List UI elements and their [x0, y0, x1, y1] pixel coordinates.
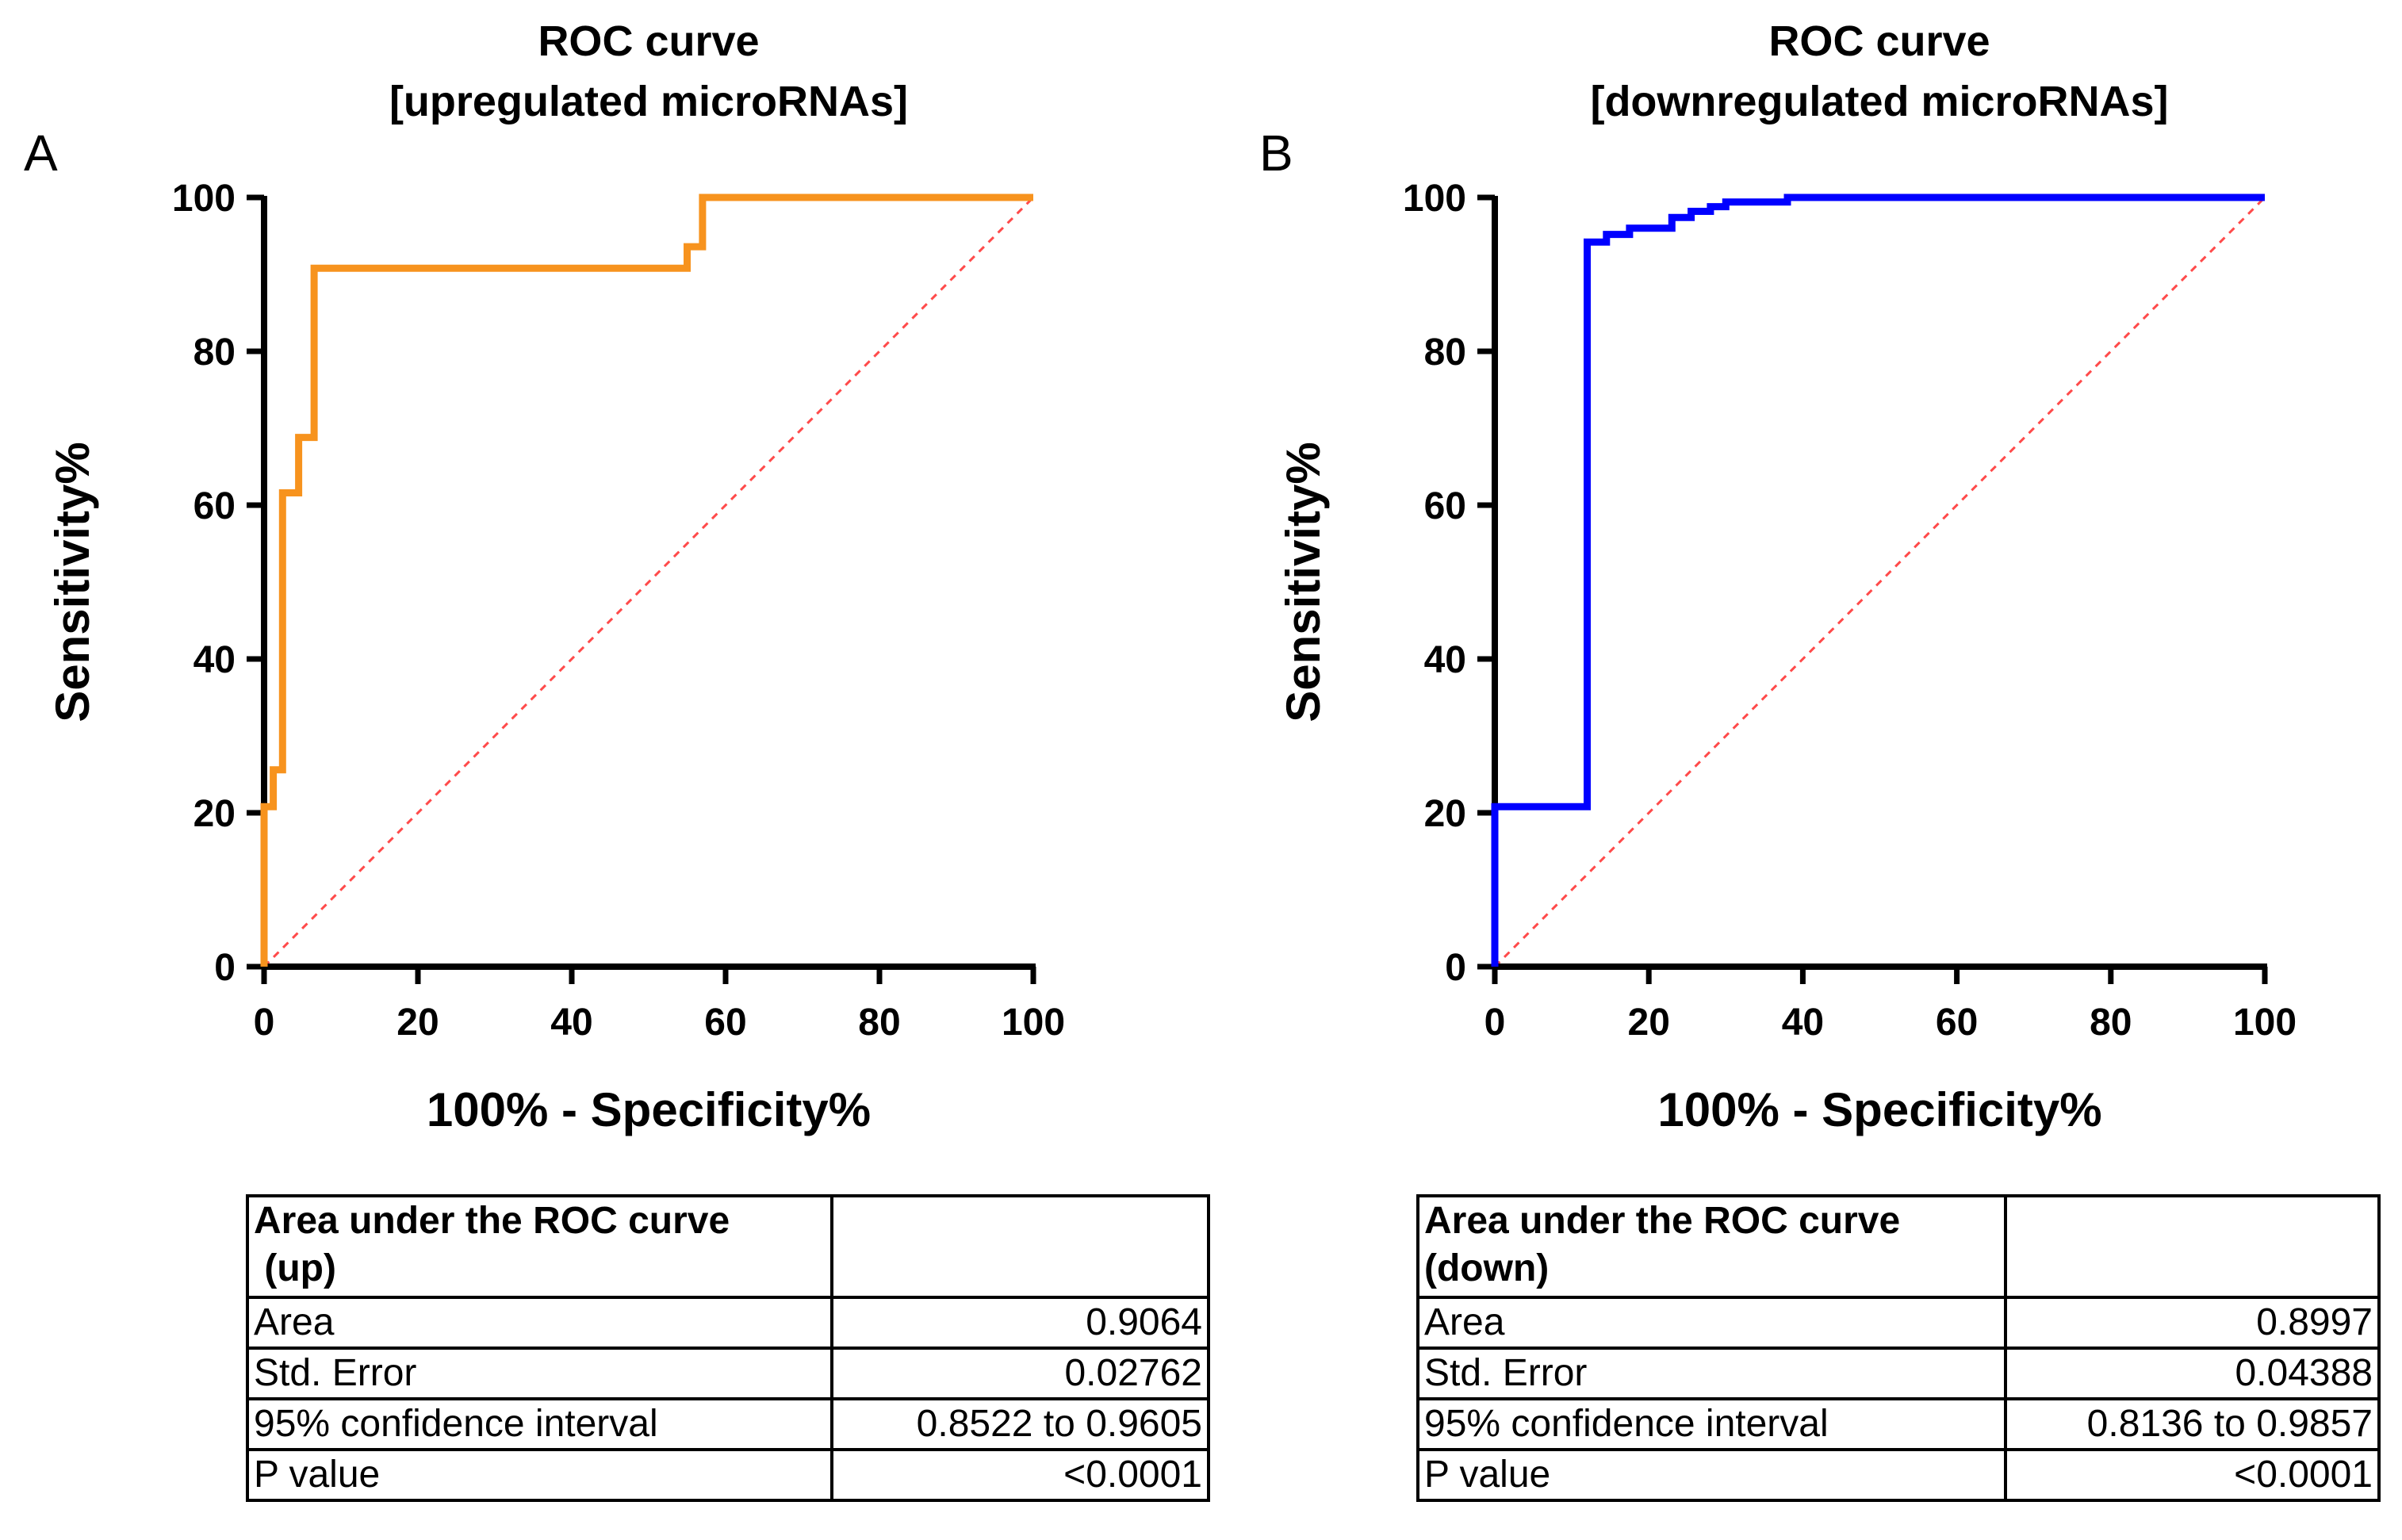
y-tick-label: 20	[193, 793, 236, 835]
x-tick-label: 40	[1782, 1002, 1824, 1044]
chart-title-line: ROC curve	[538, 17, 759, 65]
y-tick-label: 40	[193, 639, 236, 681]
x-tick-label: 80	[858, 1002, 900, 1044]
x-axis-label: 100% - Specificity%	[427, 1083, 871, 1136]
y-tick-label: 60	[193, 485, 236, 527]
table-row: P value <0.0001	[245, 1448, 1210, 1502]
table-row-label: Area	[1416, 1296, 2008, 1350]
x-tick-label: 60	[704, 1002, 746, 1044]
table-row-label: 95% confidence interval	[245, 1397, 834, 1451]
table-row-value: <0.0001	[830, 1448, 1210, 1502]
auc-table-down: Area under the ROC curve (down) Area 0.89…	[1416, 1194, 2381, 1502]
chart-title-line: [downregulated microRNAs]	[1590, 78, 2168, 125]
x-tick-label: 100	[2233, 1002, 2297, 1044]
y-axis-label: Sensitivity%	[1277, 442, 1330, 722]
table-row-value: <0.0001	[2004, 1448, 2381, 1502]
x-tick-label: 60	[1936, 1002, 1978, 1044]
table-header-label: Area under the ROC curve (down)	[1416, 1194, 2008, 1299]
table-header-label: Area under the ROC curve (up)	[245, 1194, 834, 1299]
table-row: Std. Error 0.04388	[1416, 1347, 2381, 1400]
x-tick-label: 0	[254, 1002, 275, 1044]
table-header-row: Area under the ROC curve (up)	[245, 1194, 1210, 1299]
y-tick-label: 0	[214, 947, 236, 989]
panel-letter: A	[24, 125, 58, 182]
table-row: 95% confidence interval 0.8522 to 0.9605	[245, 1397, 1210, 1451]
chart-title-line: ROC curve	[1768, 17, 1990, 65]
x-tick-label: 0	[1484, 1002, 1506, 1044]
table-row-value: 0.8522 to 0.9605	[830, 1397, 1210, 1451]
auc-table-up: Area under the ROC curve (up) Area 0.906…	[245, 1194, 1210, 1502]
table-row: Area 0.9064	[245, 1296, 1210, 1350]
x-tick-label: 80	[2090, 1002, 2132, 1044]
y-tick-label: 80	[193, 331, 236, 374]
table-row-label: Std. Error	[1416, 1347, 2008, 1400]
table-row-value: 0.04388	[2004, 1347, 2381, 1400]
y-tick-label: 100	[1403, 178, 1466, 220]
table-header-empty	[830, 1194, 1210, 1299]
y-tick-label: 40	[1424, 639, 1466, 681]
table-header-empty	[2004, 1194, 2381, 1299]
y-tick-label: 20	[1424, 793, 1466, 835]
table-row: Std. Error 0.02762	[245, 1347, 1210, 1400]
x-tick-label: 100	[1002, 1002, 1065, 1044]
reference-diagonal-line	[262, 196, 1035, 968]
roc-curve-down	[1491, 193, 2265, 967]
x-axis-label: 100% - Specificity%	[1657, 1083, 2101, 1136]
chart-title-line: [upregulated microRNAs]	[389, 78, 908, 125]
table-row: Area 0.8997	[1416, 1296, 2381, 1350]
panel-letter: B	[1259, 125, 1293, 182]
roc-panel-b: B ROC curve [downregulated microRNAs] 0 20 40…	[1259, 17, 2297, 1136]
table-row-value: 0.8136 to 0.9857	[2004, 1397, 2381, 1451]
x-tick-label: 20	[397, 1002, 439, 1044]
table-row-value: 0.8997	[2004, 1296, 2381, 1350]
roc-panel-a: A ROC curve [upregulated microRNAs] 0 20 40 60…	[24, 17, 1065, 1136]
x-tick-label: 40	[550, 1002, 592, 1044]
reference-diagonal-line	[1493, 196, 2266, 968]
table-row-label: P value	[245, 1448, 834, 1502]
table-row-label: P value	[1416, 1448, 2008, 1502]
table-row: 95% confidence interval 0.8136 to 0.9857	[1416, 1397, 2381, 1451]
table-header-row: Area under the ROC curve (down)	[1416, 1194, 2381, 1299]
table-row-value: 0.02762	[830, 1347, 1210, 1400]
table-row-value: 0.9064	[830, 1296, 1210, 1350]
table-row-label: Area	[245, 1296, 834, 1350]
table-row-label: 95% confidence interval	[1416, 1397, 2008, 1451]
y-tick-label: 60	[1424, 485, 1466, 527]
y-tick-label: 80	[1424, 331, 1466, 374]
x-tick-label: 20	[1628, 1002, 1670, 1044]
y-tick-label: 0	[1445, 947, 1466, 989]
y-tick-label: 100	[172, 178, 236, 220]
table-row-label: Std. Error	[245, 1347, 834, 1400]
y-axis-label: Sensitivity%	[46, 442, 99, 722]
table-row: P value <0.0001	[1416, 1448, 2381, 1502]
roc-curve-up	[260, 193, 1033, 967]
